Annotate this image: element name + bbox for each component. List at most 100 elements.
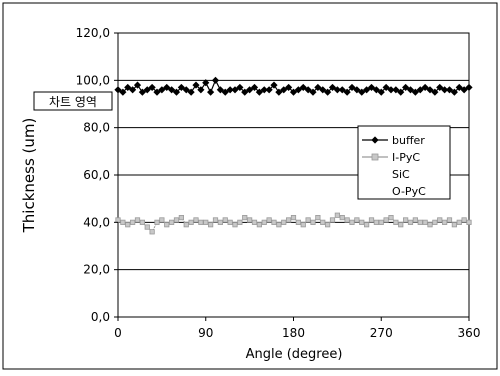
data-point-buffer [275, 88, 283, 96]
data-point-i-pyc [290, 214, 297, 221]
data-point-i-pyc [329, 217, 336, 223]
data-point-i-pyc [149, 229, 155, 235]
data-point-buffer [119, 88, 127, 96]
x-tick-label: 180 [282, 326, 305, 340]
data-point-buffer [397, 88, 405, 96]
data-point-i-pyc [373, 219, 379, 225]
data-point-buffer [158, 86, 166, 94]
x-tick-labels: 0 90 180 270 360 [114, 317, 480, 340]
data-point-buffer [265, 86, 273, 94]
data-point-buffer [226, 86, 234, 94]
data-point-buffer [241, 88, 249, 96]
y-tick-label: 60,0 [83, 168, 110, 182]
data-point-buffer [353, 86, 361, 94]
legend-label-sic: SiC [392, 168, 410, 181]
data-point-buffer [138, 88, 146, 96]
data-point-buffer [280, 86, 288, 94]
x-tick-label: 90 [198, 326, 213, 340]
data-point-buffer [358, 88, 366, 96]
data-point-buffer [421, 83, 429, 92]
data-point-i-pyc [256, 222, 262, 228]
data-point-i-pyc [295, 219, 301, 225]
data-point-buffer [246, 86, 254, 94]
data-point-i-pyc [261, 219, 267, 225]
y-tick-label: 0,0 [91, 310, 110, 324]
data-point-buffer [216, 86, 224, 94]
data-point-buffer [333, 86, 341, 94]
legend-label-buffer: buffer [392, 134, 425, 147]
data-point-i-pyc [237, 219, 243, 225]
data-point-buffer [338, 86, 346, 94]
data-point-i-pyc [134, 217, 141, 223]
y-tick-label: 20,0 [83, 263, 110, 277]
data-point-buffer [416, 86, 424, 94]
data-point-buffer [289, 88, 298, 96]
data-point-buffer [124, 83, 132, 92]
data-point-i-pyc [461, 217, 467, 223]
data-point-i-pyc [349, 219, 355, 225]
data-point-i-pyc [466, 219, 472, 225]
data-point-i-pyc [354, 217, 360, 223]
data-point-i-pyc [432, 219, 438, 225]
data-point-i-pyc [446, 217, 453, 223]
data-point-i-pyc [422, 219, 428, 225]
y-tick-label: 120,0 [76, 26, 110, 40]
data-point-i-pyc [442, 219, 448, 225]
data-point-buffer [148, 83, 156, 92]
data-point-buffer [285, 83, 293, 92]
data-point-buffer [211, 76, 220, 84]
data-point-buffer [314, 83, 322, 92]
data-point-i-pyc [222, 217, 228, 223]
y-tick-label: 100,0 [76, 73, 110, 87]
data-point-buffer [153, 88, 161, 96]
data-point-buffer [270, 81, 278, 89]
data-point-buffer [406, 86, 415, 94]
chart-area-tooltip: 차트 영역 [33, 91, 113, 111]
x-tick-label: 360 [458, 326, 481, 340]
data-point-i-pyc [403, 217, 409, 223]
data-point-i-pyc [271, 219, 277, 225]
data-point-i-pyc [217, 219, 223, 225]
data-point-i-pyc [120, 219, 126, 225]
data-point-buffer [192, 81, 200, 89]
data-point-buffer [460, 86, 468, 94]
data-point-buffer [168, 86, 176, 94]
data-point-i-pyc [227, 219, 233, 225]
data-point-i-pyc [159, 217, 165, 223]
chart-area-label: 차트 영역 [49, 95, 97, 109]
data-point-buffer [445, 86, 454, 94]
data-point-buffer [377, 88, 385, 96]
data-point-buffer [294, 86, 302, 94]
data-point-i-pyc [276, 222, 282, 228]
data-point-i-pyc [178, 214, 184, 221]
data-point-i-pyc [115, 217, 121, 223]
data-point-buffer [426, 86, 434, 94]
data-point-i-pyc [334, 212, 340, 218]
x-tick-label: 0 [114, 326, 122, 340]
data-point-i-pyc [456, 219, 462, 225]
data-point-i-pyc [388, 214, 394, 221]
data-point-buffer [304, 86, 312, 94]
data-point-buffer [250, 83, 259, 92]
data-point-i-pyc [164, 222, 170, 228]
data-point-buffer [372, 86, 380, 94]
data-point-i-pyc [281, 219, 287, 225]
data-point-buffer [436, 83, 444, 92]
legend-label-o-pyc: O-PyC [392, 185, 426, 198]
y-tick-label: 40,0 [83, 215, 110, 229]
x-tick-label: 270 [370, 326, 393, 340]
data-point-buffer [129, 86, 137, 94]
legend-label-i-pyc: I-PyC [392, 151, 420, 164]
data-point-buffer [309, 88, 317, 96]
data-point-buffer [202, 79, 210, 87]
data-point-i-pyc [266, 217, 272, 223]
data-point-i-pyc [242, 214, 248, 221]
x-axis-label: Angle (degree) [246, 347, 343, 362]
data-point-buffer [114, 86, 122, 94]
data-point-i-pyc [125, 222, 131, 228]
data-point-buffer [324, 88, 332, 96]
data-point-i-pyc [188, 219, 194, 225]
data-point-buffer [255, 88, 263, 96]
data-point-buffer [236, 83, 244, 92]
data-point-i-pyc [173, 217, 180, 223]
